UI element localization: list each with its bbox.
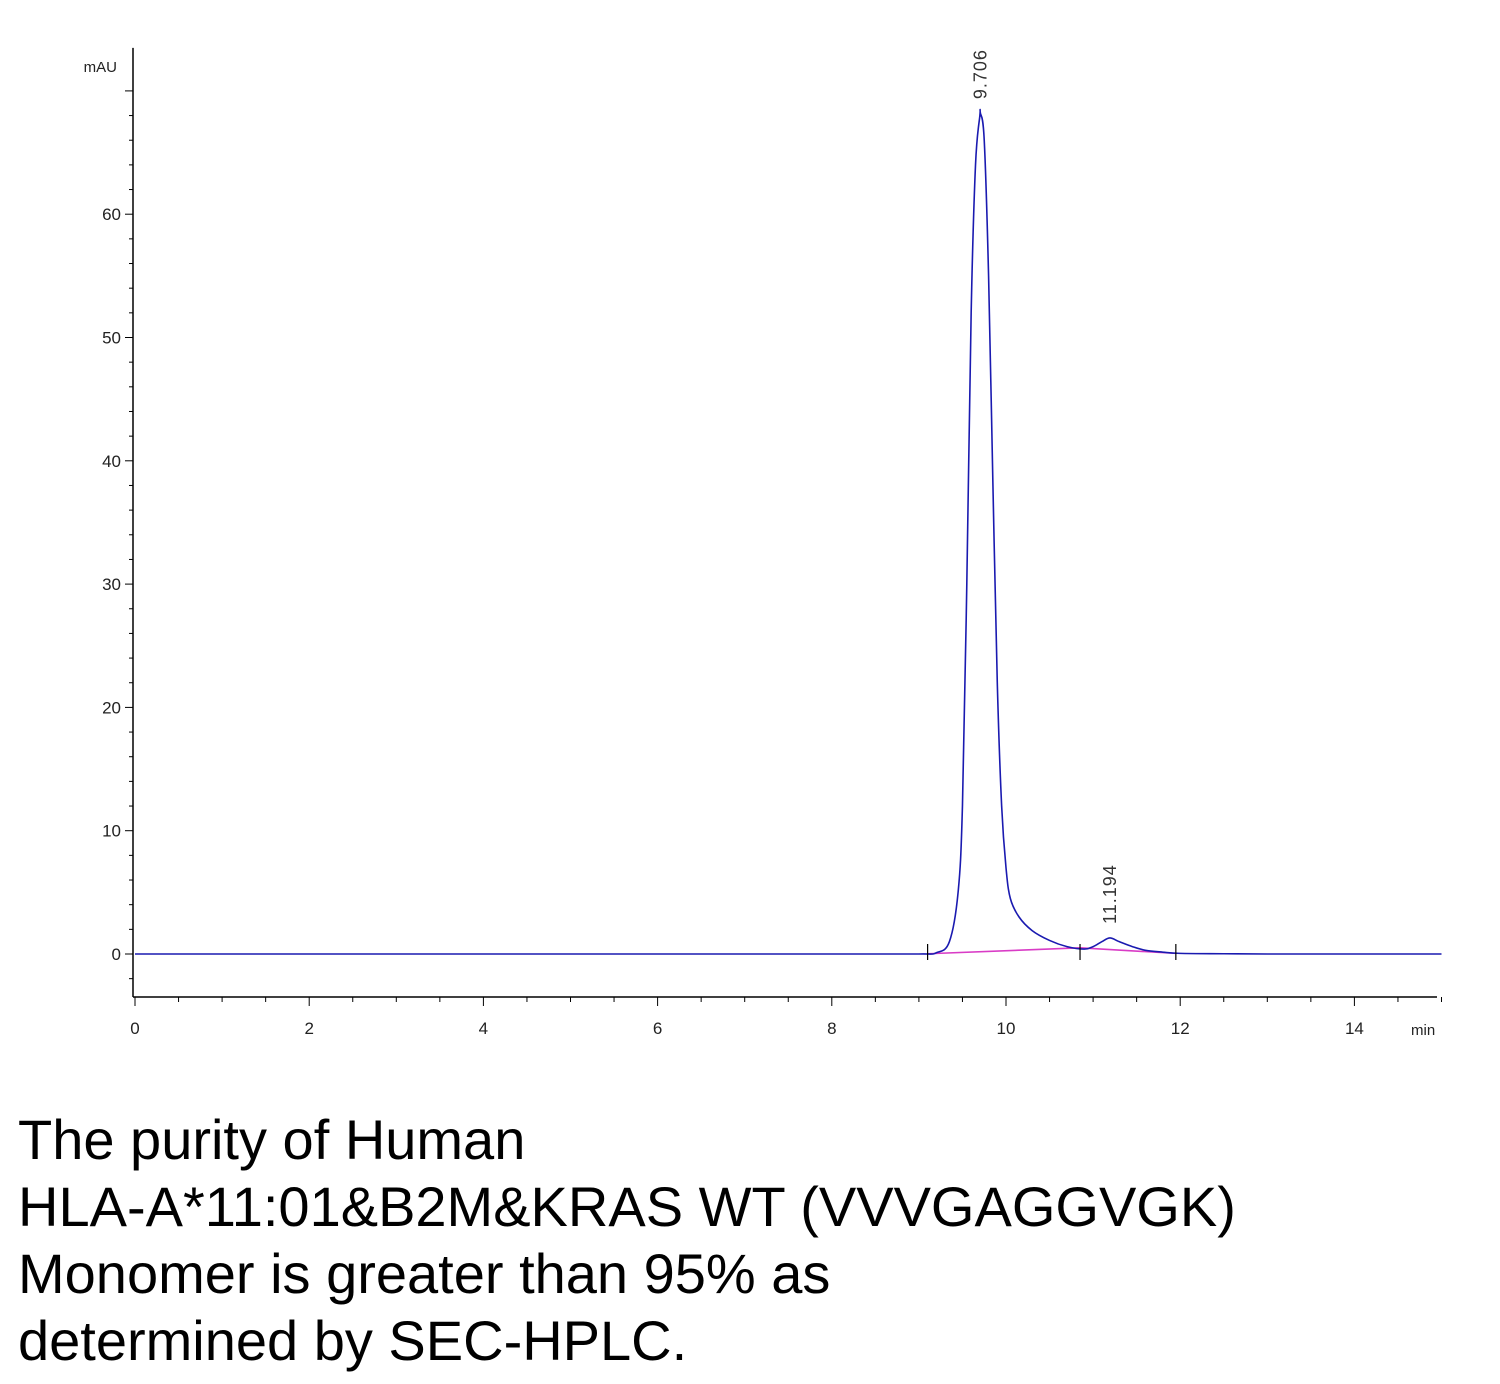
caption-line: The purity of Human <box>18 1108 526 1171</box>
y-tick-label: 40 <box>102 452 121 471</box>
x-tick-label: 2 <box>304 1019 313 1038</box>
chromatogram-chart: 0 10 20 30 40 50 60 0 2 4 6 8 10 12 14 mAU min 9.706 1… <box>84 47 1442 1039</box>
peak-retention-label: 9.706 <box>970 49 990 99</box>
x-tick-label: 10 <box>997 1019 1016 1038</box>
y-tick-label: 20 <box>102 698 121 717</box>
peak-retention-label: 11.194 <box>1100 864 1120 924</box>
peak-labels: 9.706 11.194 <box>970 49 1120 924</box>
y-tick-label: 60 <box>102 205 121 224</box>
caption-line: determined by SEC-HPLC. <box>18 1309 688 1372</box>
x-tick-label: 6 <box>653 1019 662 1038</box>
x-tick-label: 4 <box>479 1019 488 1038</box>
x-axis-unit: min <box>1411 1022 1435 1039</box>
chromatogram-trace <box>135 108 1442 955</box>
integration-markers <box>927 944 1177 960</box>
x-axis-ticks: 0 2 4 6 8 10 12 14 <box>130 997 1442 1038</box>
integration-baseline <box>927 947 1081 955</box>
y-tick-label: 30 <box>102 575 121 594</box>
y-tick-label: 10 <box>102 822 121 841</box>
chart-axes <box>132 47 1437 998</box>
y-axis-unit: mAU <box>84 59 117 76</box>
x-tick-label: 14 <box>1345 1019 1364 1038</box>
y-axis-ticks: 0 10 20 30 40 50 60 <box>102 90 133 980</box>
chromatogram-series <box>135 108 1442 955</box>
caption-line: HLA-A*11:01&B2M&KRAS WT (VVVGAGGVGK) <box>18 1175 1236 1238</box>
figure-caption: The purity of Human HLA-A*11:01&B2M&KRAS… <box>18 1106 1478 1374</box>
x-tick-label: 8 <box>827 1019 836 1038</box>
x-tick-label: 0 <box>130 1019 139 1038</box>
y-tick-label: 0 <box>112 945 121 964</box>
caption-line: Monomer is greater than 95% as <box>18 1242 831 1305</box>
x-tick-label: 12 <box>1171 1019 1190 1038</box>
y-tick-label: 50 <box>102 329 121 348</box>
